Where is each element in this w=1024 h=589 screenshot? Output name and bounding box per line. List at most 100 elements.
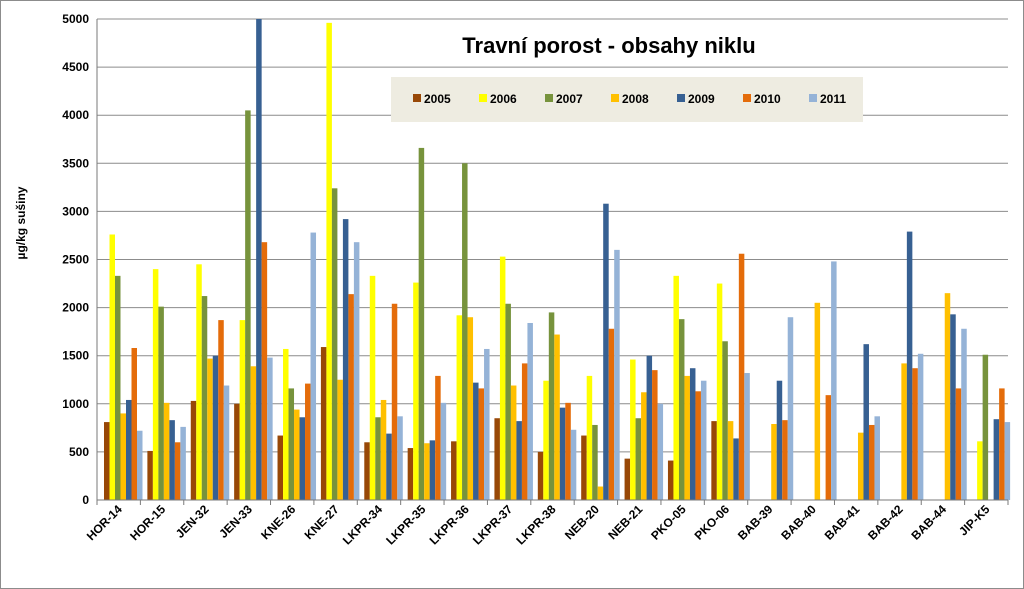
x-tick-label: LKPR-34 xyxy=(340,502,385,547)
bar-2007-JEN-33 xyxy=(245,110,251,500)
legend-label: 2010 xyxy=(754,92,781,106)
x-tick-label: HOR-14 xyxy=(84,502,125,543)
bar-2010-NEB-21 xyxy=(652,370,658,500)
legend-swatch xyxy=(545,94,553,102)
legend-box xyxy=(391,77,863,122)
bar-2011-HOR-15 xyxy=(180,426,186,500)
bar-2008-LKPR-38 xyxy=(554,334,560,500)
x-tick-label: LKPR-36 xyxy=(427,502,472,547)
y-tick-label: 2500 xyxy=(62,253,89,267)
bar-2011-BAB-44 xyxy=(961,328,967,500)
bar-2010-HOR-15 xyxy=(174,442,181,500)
bars-layer xyxy=(104,19,1011,501)
bar-2011-LKPR-34 xyxy=(397,416,403,500)
x-tick-label: BAB-42 xyxy=(865,502,906,543)
legend-label: 2011 xyxy=(820,92,846,106)
bar-2011-NEB-20 xyxy=(614,249,620,500)
bar-2011-LKPR-36 xyxy=(484,348,490,500)
bar-2010-KNE-27 xyxy=(348,294,354,500)
bar-2010-BAB-42 xyxy=(912,368,918,500)
bar-2008-LKPR-35 xyxy=(424,443,430,500)
bar-2006-KNE-27 xyxy=(326,22,332,501)
bar-2011-LKPR-35 xyxy=(440,402,447,500)
bar-2011-LKPR-38 xyxy=(570,429,577,500)
bar-2008-BAB-41 xyxy=(857,432,864,500)
bar-2005-LKPR-37 xyxy=(494,418,500,500)
legend-item: 2010 xyxy=(743,92,781,106)
legend-item: 2009 xyxy=(677,92,715,106)
bar-2010-JIP-K5 xyxy=(999,388,1005,500)
bar-2009-HOR-14 xyxy=(126,399,132,500)
bar-2011-BAB-39 xyxy=(787,317,794,500)
bar-2009-LKPR-37 xyxy=(516,421,522,500)
x-tick-label: NEB-20 xyxy=(562,502,602,542)
x-tick-label: LKPR-38 xyxy=(513,502,558,547)
bar-2009-PKO-06 xyxy=(733,438,739,500)
bar-2008-NEB-20 xyxy=(597,486,604,500)
legend-label: 2009 xyxy=(688,92,715,106)
bar-2006-JEN-33 xyxy=(239,320,246,500)
bar-2009-PKO-05 xyxy=(689,368,696,500)
y-axis-label: µg/kg sušiny xyxy=(14,186,28,259)
bar-2007-LKPR-35 xyxy=(418,147,425,500)
bar-2007-LKPR-34 xyxy=(375,417,381,500)
bar-2007-NEB-21 xyxy=(635,418,642,500)
y-tick-label: 5000 xyxy=(62,12,89,26)
bar-2007-KNE-27 xyxy=(331,188,338,500)
bar-2010-BAB-39 xyxy=(782,420,788,500)
bar-2011-HOR-14 xyxy=(137,430,143,500)
bar-2011-BAB-41 xyxy=(874,416,880,500)
bar-2009-JEN-32 xyxy=(212,355,219,500)
bar-2009-LKPR-36 xyxy=(473,382,479,500)
bar-2009-KNE-27 xyxy=(342,219,349,500)
x-tick-label: JEN-33 xyxy=(216,502,255,541)
bar-2007-HOR-15 xyxy=(158,306,164,500)
bar-2006-NEB-20 xyxy=(586,375,593,500)
bar-2008-JEN-33 xyxy=(250,366,257,500)
bar-2011-NEB-21 xyxy=(657,403,664,500)
bar-2005-LKPR-36 xyxy=(451,441,457,500)
bar-2008-HOR-15 xyxy=(163,402,170,500)
bar-2007-KNE-26 xyxy=(288,388,295,500)
bar-2008-NEB-21 xyxy=(641,392,647,500)
chart-title: Travní porost - obsahy niklu xyxy=(462,33,755,58)
bar-2006-LKPR-34 xyxy=(369,275,376,500)
legend-label: 2007 xyxy=(556,92,583,106)
bar-2008-HOR-14 xyxy=(120,413,126,500)
y-tick-labels: 0 500 1000 1500 2000 2500 3000 3500 4000 4500 5000 xyxy=(62,12,89,507)
bar-2010-LKPR-38 xyxy=(565,402,571,500)
bar-2007-LKPR-38 xyxy=(548,312,555,500)
y-tick-label: 0 xyxy=(82,493,89,507)
bar-2005-NEB-20 xyxy=(581,435,587,500)
bar-2008-BAB-42 xyxy=(901,363,907,500)
bar-2010-KNE-26 xyxy=(305,383,311,500)
bar-2009-JIP-K5 xyxy=(993,419,1000,500)
bar-2009-BAB-39 xyxy=(776,380,783,500)
x-tick-label: BAB-40 xyxy=(778,502,819,543)
bar-2006-LKPR-36 xyxy=(456,315,463,500)
bar-2005-JEN-33 xyxy=(234,403,240,500)
bar-2006-NEB-21 xyxy=(630,359,636,500)
bar-2005-PKO-05 xyxy=(667,460,674,500)
bar-2008-JEN-32 xyxy=(207,358,213,500)
y-tick-label: 3000 xyxy=(62,204,89,218)
bar-2005-LKPR-35 xyxy=(407,448,414,500)
bar-2008-BAB-40 xyxy=(814,302,821,500)
bar-2008-BAB-44 xyxy=(944,293,951,500)
bar-2010-LKPR-35 xyxy=(435,375,441,500)
bar-2006-JEN-32 xyxy=(196,264,202,500)
bar-2006-KNE-26 xyxy=(283,348,289,500)
bar-2010-PKO-06 xyxy=(738,253,745,500)
bar-2005-KNE-26 xyxy=(277,435,284,500)
bar-2005-KNE-27 xyxy=(320,347,327,500)
bar-2005-HOR-14 xyxy=(104,422,110,500)
bar-2010-HOR-14 xyxy=(131,348,137,500)
x-tick-label: JIP-K5 xyxy=(956,502,993,539)
bar-2010-LKPR-34 xyxy=(391,303,398,500)
bar-2011-BAB-42 xyxy=(917,353,924,500)
bar-2006-PKO-06 xyxy=(716,283,723,500)
legend-label: 2008 xyxy=(622,92,649,106)
bar-2009-BAB-42 xyxy=(906,231,913,501)
bar-2010-BAB-40 xyxy=(825,395,832,500)
